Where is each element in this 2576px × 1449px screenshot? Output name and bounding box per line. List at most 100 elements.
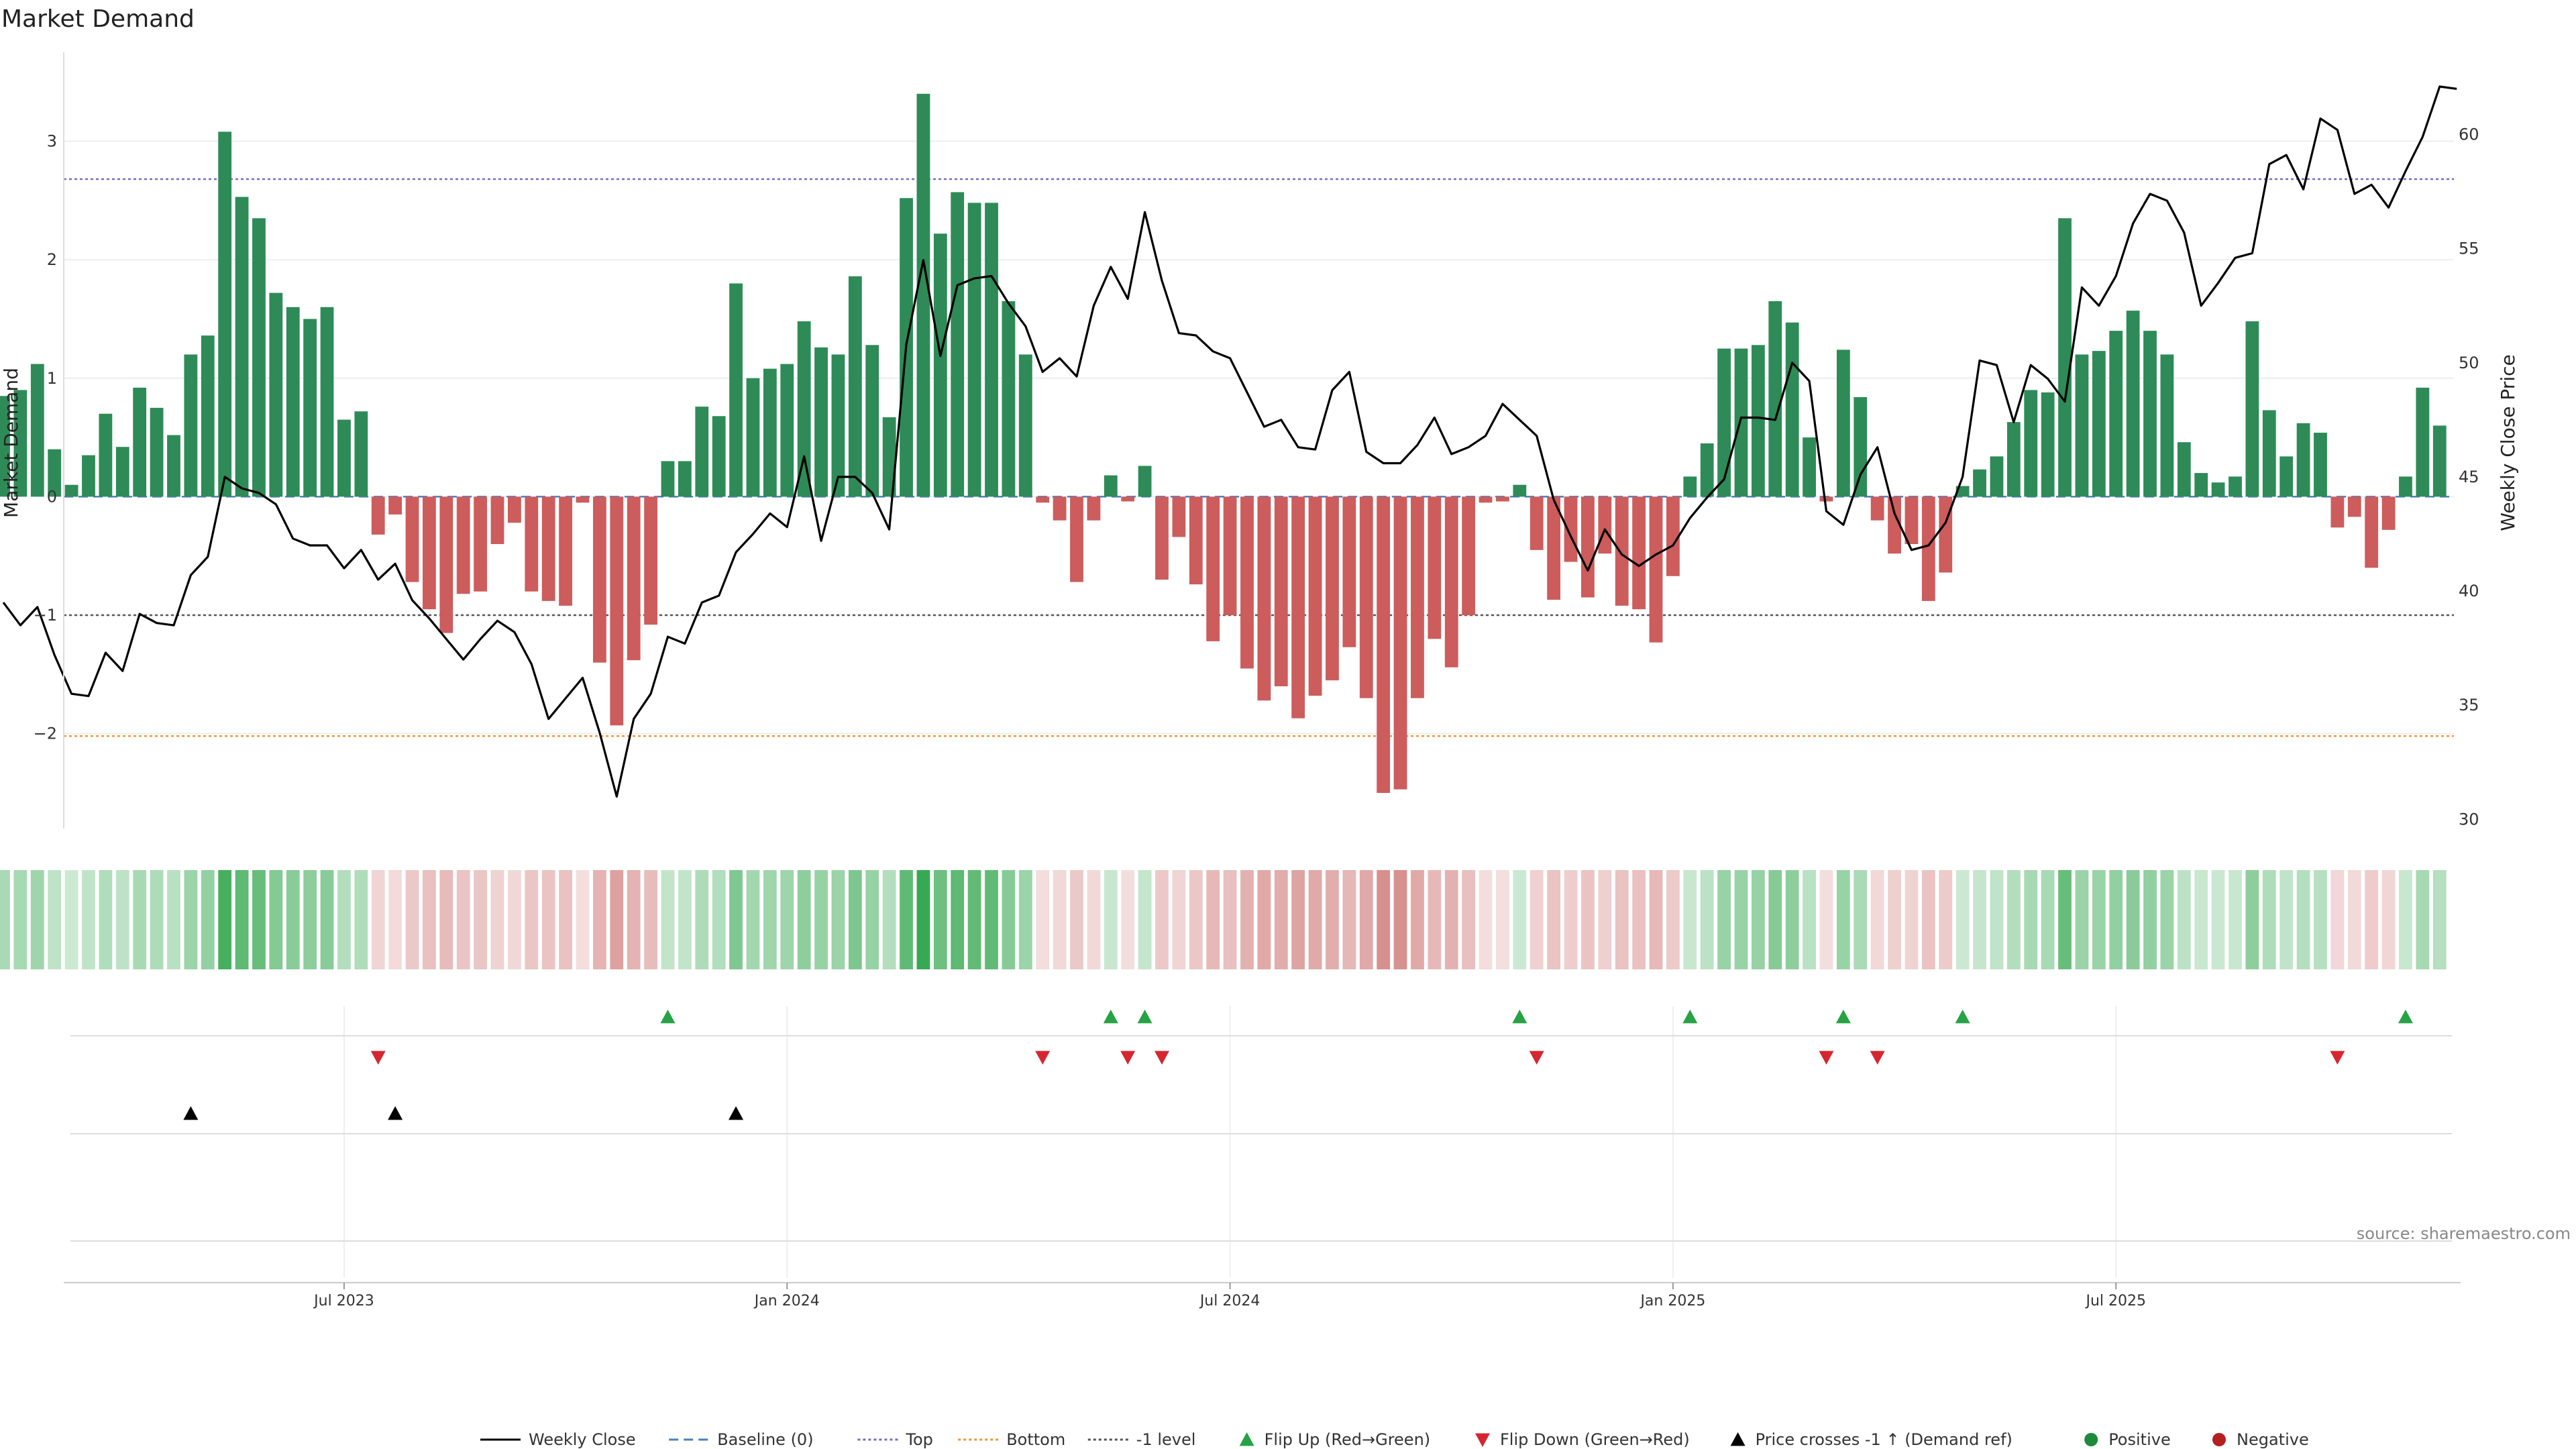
legend-swatch [1730,1432,1746,1446]
demand-bar [1036,496,1050,503]
demand-bar [1393,496,1407,790]
demand-bar [2432,425,2447,497]
flip-down-marker [1120,1051,1136,1065]
demand-heat-strip [0,870,2447,969]
demand-bar [797,321,811,497]
legend-item: Top [857,1430,933,1449]
heat-cell [354,870,368,969]
heat-cell [1223,870,1237,969]
demand-bar [1632,496,1646,610]
heat-cell [678,870,692,969]
heat-cell [320,870,334,969]
heat-cell [985,870,998,969]
demand-bar [1240,496,1254,669]
x-axis: Jul 2023 Jan 2024 Jul 2024 Jan 2025 Jul 2025 [64,1282,2461,1309]
heat-cell [1018,870,1032,969]
y-left-tick-label: −2 [34,724,57,743]
flip-up-marker [1835,1010,1851,1024]
demand-bar [48,449,62,497]
demand-bar [303,319,317,497]
price-cross-marker [183,1106,199,1120]
demand-bar [1785,322,1799,497]
y-right-tick-label: 45 [2459,468,2479,486]
demand-bar [1104,475,1118,497]
legend: Weekly Close Baseline (0) Top Bottom -1 leve… [480,1430,2309,1449]
demand-bar [286,307,300,497]
heat-cell [2314,870,2327,969]
demand-bar [235,197,249,497]
heat-cell [82,870,95,969]
heat-cell [712,870,726,969]
heat-cell [1529,870,1544,969]
heat-cell [576,870,590,969]
demand-bar [1018,354,1032,497]
demand-bar [2365,496,2379,568]
demand-bar [354,411,368,497]
demand-bar [456,496,470,594]
demand-bar [592,496,606,663]
legend-label: Price crosses -1 ↑ (Demand ref) [1756,1430,2012,1449]
heat-cell [2279,870,2294,969]
legend-label: Bottom [1006,1430,1065,1449]
legend-item: -1 level [1087,1430,1195,1449]
flip-down-marker [1819,1051,1834,1065]
heat-cell [1393,870,1407,969]
heat-cell [218,870,232,969]
heat-cell [1955,870,1970,969]
demand-bar [1155,496,1169,580]
legend-label: Top [905,1430,933,1449]
heat-cell [1002,870,1016,969]
heat-cell [474,870,488,969]
heat-cell [2194,870,2208,969]
heat-cell [644,870,657,969]
heat-cell [1257,870,1271,969]
heat-cell [508,870,521,969]
demand-bar [252,218,266,497]
demand-bar [559,496,573,606]
demand-bar [1479,496,1493,503]
heat-cell [1326,870,1339,969]
heat-cell [1206,870,1220,969]
demand-bar [439,496,453,633]
heat-cell [1819,870,1833,969]
y-right-tick-label: 30 [2459,810,2479,828]
demand-bar [388,496,402,515]
demand-bar [2194,473,2208,497]
heat-cell [1121,870,1135,969]
heat-cell [269,870,283,969]
heat-cell [1888,870,1901,969]
heat-cell [2109,870,2123,969]
heat-cell [1155,870,1169,969]
demand-bar [2347,496,2361,517]
heat-cell [848,870,862,969]
heat-cell [2041,870,2055,969]
demand-bar [1087,496,1101,521]
demand-bar [1990,456,2004,497]
demand-bar [1257,496,1271,701]
heat-cell [627,870,641,969]
legend-item: Weekly Close [480,1430,636,1449]
heat-cell [2075,870,2089,969]
heat-cell [882,870,896,969]
heat-cell [371,870,385,969]
right-y-axis: 30 35 40 45 50 55 60 [2459,125,2479,829]
demand-bar [2245,321,2259,497]
demand-bar [99,413,113,497]
demand-bar [1308,496,1322,696]
heat-cell [2399,870,2412,969]
demand-bar [1223,496,1237,616]
heat-cell [2126,870,2140,969]
heat-cell [2330,870,2345,969]
heat-cell [2381,870,2396,969]
heat-cell [2177,870,2191,969]
legend-item: Flip Up (Red→Green) [1239,1430,1430,1449]
heat-cell [1581,870,1595,969]
demand-bar [2092,351,2106,497]
heat-cell [2092,870,2106,969]
demand-bar [1904,496,1919,545]
demand-bar [1666,496,1680,576]
heat-cell [1854,870,1868,969]
demand-bar [763,368,777,497]
heat-cell [2432,870,2447,969]
x-tick-label: Jan 2024 [753,1293,820,1309]
